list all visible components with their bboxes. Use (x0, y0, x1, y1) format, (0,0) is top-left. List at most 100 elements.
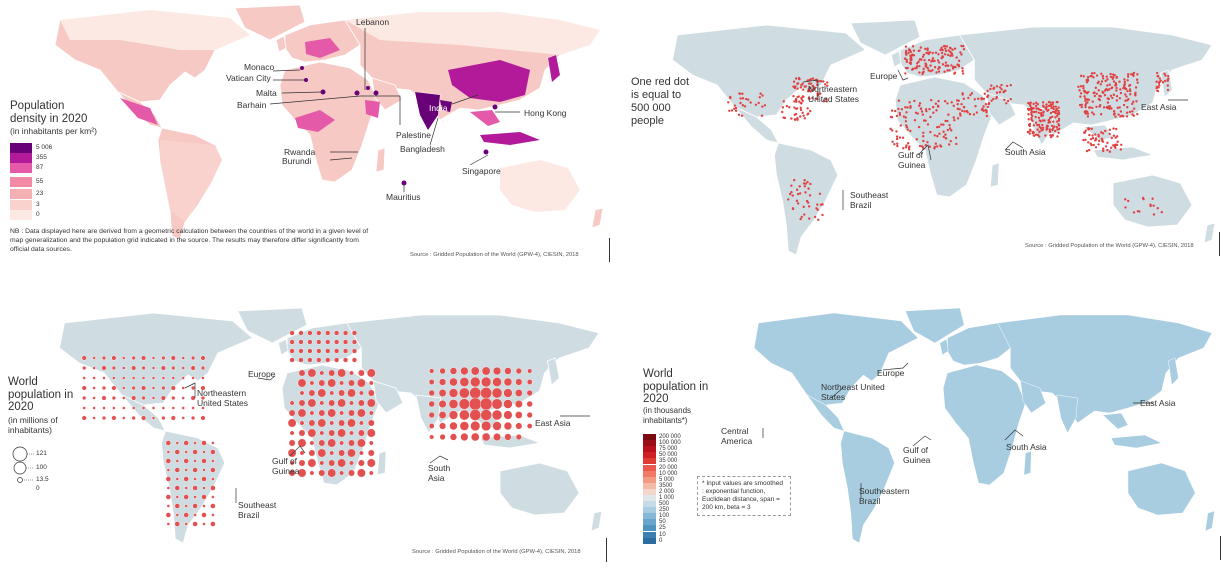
population-dot (795, 100, 798, 103)
population-dot (759, 92, 762, 95)
population-dot (1123, 80, 1127, 84)
population-dot (1108, 132, 1111, 136)
population-dot (930, 98, 933, 102)
population-dot (1115, 94, 1119, 98)
population-dot (1092, 76, 1095, 79)
population-dot (1106, 84, 1109, 87)
population-circle (184, 486, 188, 490)
population-dot (934, 102, 938, 105)
population-circle (309, 380, 315, 386)
population-dot (1093, 71, 1096, 75)
smoothed-legend-row: 3500 (643, 482, 681, 489)
population-circle (210, 503, 216, 509)
population-dot (895, 130, 898, 133)
population-dot (1094, 137, 1098, 140)
population-dot (1152, 213, 1156, 216)
label-monaco: Monaco (244, 62, 275, 72)
population-circle (160, 395, 166, 401)
population-circle (493, 433, 501, 441)
population-dot (924, 144, 928, 147)
population-dot (1030, 118, 1033, 121)
population-circle (171, 376, 175, 380)
population-circle (366, 368, 376, 378)
population-dot (946, 69, 949, 72)
population-dot (911, 67, 915, 71)
population-circle (82, 365, 87, 371)
population-circle (165, 494, 172, 500)
population-circle (202, 504, 206, 508)
population-dot (807, 205, 811, 208)
population-dot (1037, 111, 1040, 115)
population-dot (804, 182, 807, 185)
population-dot (992, 87, 995, 90)
population-dot (922, 53, 926, 57)
population-dot (1106, 97, 1109, 100)
population-dot (801, 95, 805, 98)
population-circle (358, 459, 365, 467)
population-dot (929, 64, 932, 67)
population-dot (760, 114, 764, 117)
population-circle (334, 330, 340, 336)
population-dot (1102, 149, 1105, 153)
population-dot (1054, 111, 1057, 115)
population-dot (809, 90, 812, 93)
smoothed-legend-label: 50 000 (659, 452, 678, 459)
population-circle (459, 409, 470, 421)
population-dot (933, 134, 936, 137)
smoothed-legend-swatch (643, 513, 656, 520)
population-circle (181, 356, 185, 360)
population-dot (732, 107, 736, 110)
population-dot (1039, 111, 1043, 115)
population-circle (289, 330, 295, 336)
population-dot (1037, 116, 1041, 119)
population-dot (942, 135, 945, 139)
population-dot (728, 109, 731, 112)
population-circle (174, 467, 180, 473)
population-dot (1055, 125, 1059, 129)
population-dot (795, 107, 798, 111)
population-circle (439, 378, 447, 386)
population-dot (914, 111, 918, 115)
population-dot (1086, 112, 1090, 115)
smoothed-legend-label: 35 000 (659, 458, 678, 465)
population-dot (944, 137, 948, 140)
population-dot (1028, 124, 1032, 128)
population-dot (952, 104, 955, 108)
population-circle (514, 400, 523, 408)
population-dot (926, 48, 929, 52)
population-dot (1158, 77, 1161, 80)
population-dot (1030, 116, 1033, 120)
population-dot (921, 72, 924, 76)
population-dot (897, 99, 901, 102)
population-dot (783, 116, 787, 120)
population-dot (904, 146, 908, 149)
label-burundi: Burundi (282, 156, 312, 166)
population-dot (1125, 115, 1129, 118)
population-circle (151, 416, 156, 420)
population-circle (299, 420, 305, 426)
population-circle (183, 440, 189, 446)
population-circle (174, 449, 180, 455)
population-dot (796, 118, 799, 121)
population-dot (890, 129, 894, 132)
population-circle (347, 418, 356, 428)
population-dot (1045, 106, 1048, 109)
population-dot (1095, 74, 1099, 77)
population-dot (937, 53, 940, 56)
population-dot (792, 85, 795, 88)
population-dot (1126, 79, 1129, 82)
population-dot (1026, 130, 1030, 134)
population-dot (1047, 121, 1050, 124)
population-circle (309, 410, 315, 416)
population-dot (1030, 111, 1033, 115)
population-circle (342, 339, 349, 345)
population-dot (1112, 113, 1116, 116)
population-circle (316, 339, 322, 345)
population-circle (190, 395, 196, 401)
smoothed-legend-swatch (643, 494, 656, 501)
population-circle (122, 386, 126, 390)
population-dot (1118, 106, 1121, 109)
population-dot (1090, 127, 1093, 131)
population-dot (1082, 87, 1085, 90)
population-dot (921, 55, 925, 59)
